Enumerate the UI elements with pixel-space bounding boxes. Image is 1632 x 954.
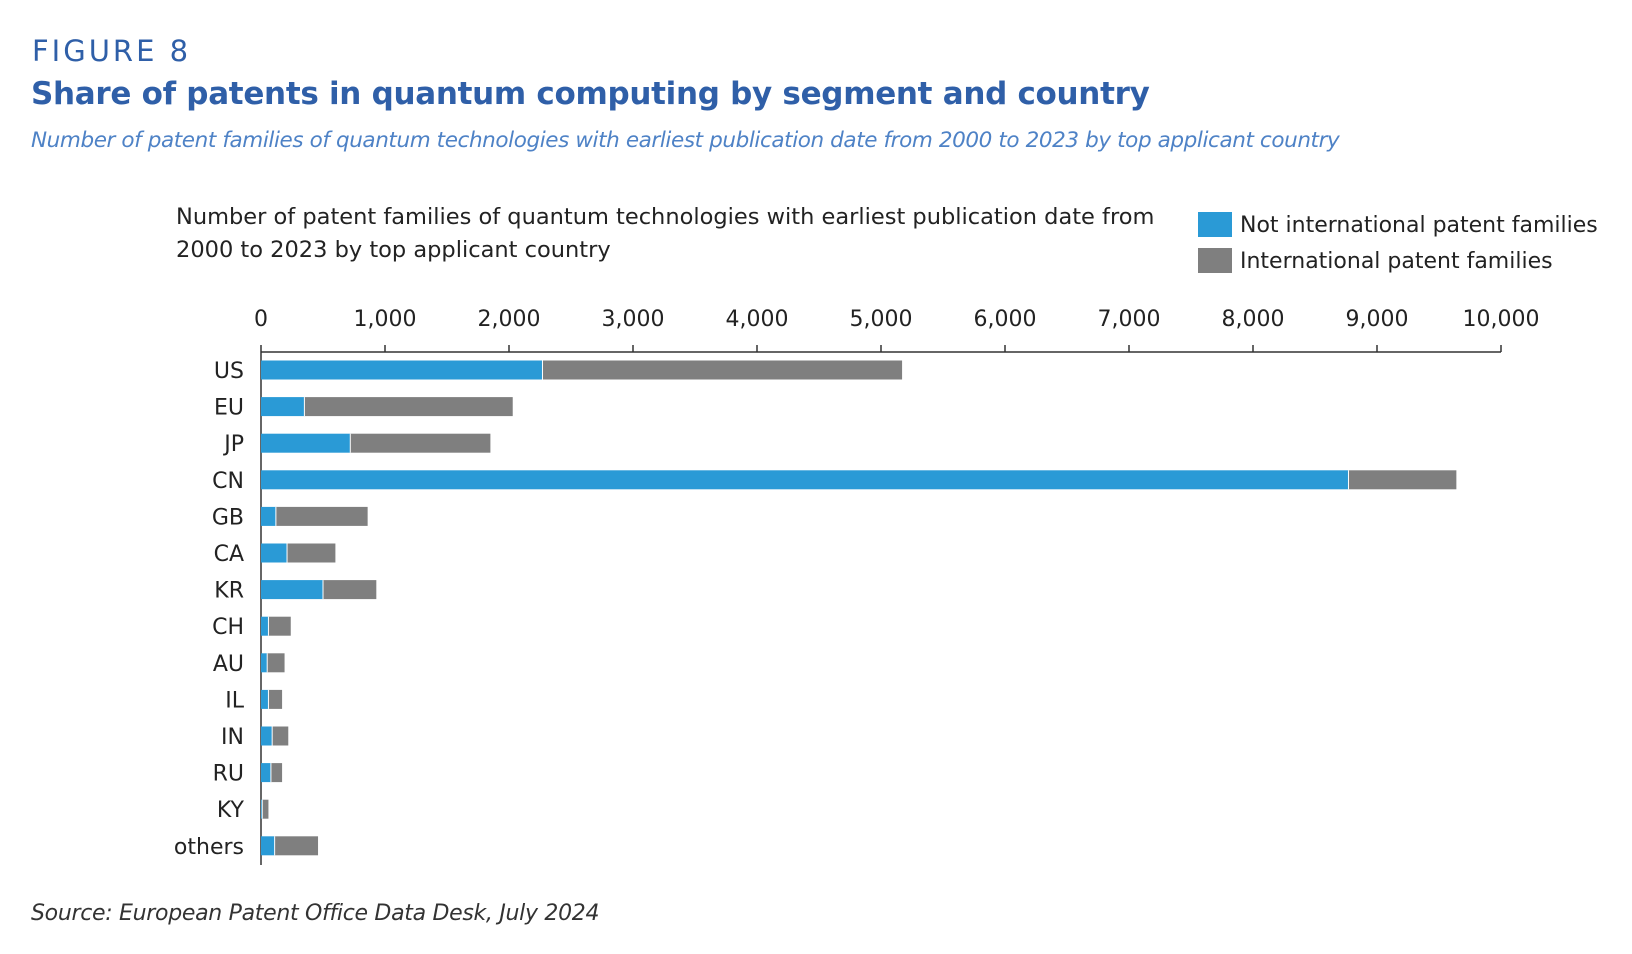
x-tick-label: 0 — [254, 307, 268, 332]
category-label-ky: KY — [217, 798, 245, 823]
legend-swatch-international — [1198, 248, 1232, 273]
bar-ca-not-international — [261, 543, 288, 563]
bar-ca-international — [287, 543, 336, 563]
x-tick-label: 4,000 — [726, 307, 789, 332]
bar-in-not-international — [261, 726, 273, 746]
bar-ch-international — [268, 616, 291, 636]
x-tick-label: 5,000 — [850, 307, 913, 332]
category-label-jp: JP — [222, 432, 244, 457]
bar-in-international — [272, 726, 289, 746]
bar-au-international — [267, 653, 285, 673]
bar-us-not-international — [261, 360, 543, 380]
category-label-ca: CA — [214, 542, 244, 567]
bar-eu-international — [304, 397, 513, 417]
x-tick-label: 7,000 — [1098, 307, 1161, 332]
x-tick-label: 8,000 — [1222, 307, 1285, 332]
legend-label-international: International patent families — [1240, 249, 1553, 274]
bar-ky-not-international — [261, 799, 263, 819]
chart-title-line: Number of patent families of quantum tec… — [176, 204, 1154, 230]
bar-il-international — [268, 689, 283, 709]
bar-ru-international — [270, 763, 283, 783]
bar-gb-not-international — [261, 506, 276, 526]
bar-gb-international — [275, 506, 368, 526]
bar-ch-not-international — [261, 616, 269, 636]
category-label-others: others — [174, 835, 244, 860]
x-tick-label: 2,000 — [478, 307, 541, 332]
category-label-ru: RU — [213, 762, 244, 787]
category-label-cn: CN — [212, 469, 244, 494]
category-label-ch: CH — [212, 615, 244, 640]
x-tick-label: 3,000 — [602, 307, 665, 332]
bar-il-not-international — [261, 689, 269, 709]
legend-label-not-international: Not international patent families — [1240, 213, 1598, 238]
category-label-us: US — [214, 359, 244, 384]
bar-others-not-international — [261, 836, 275, 856]
bar-au-not-international — [261, 653, 268, 673]
bar-kr-international — [323, 580, 377, 600]
legend-swatch-not-international — [1198, 212, 1232, 237]
x-tick-label: 9,000 — [1346, 307, 1409, 332]
bar-jp-international — [350, 433, 491, 453]
category-label-kr: KR — [214, 579, 244, 604]
x-tick-label: 6,000 — [974, 307, 1037, 332]
category-label-au: AU — [213, 652, 244, 677]
chart-title-line: 2000 to 2023 by top applicant country — [176, 237, 611, 263]
category-label-il: IL — [225, 688, 244, 713]
x-tick-label: 10,000 — [1463, 307, 1540, 332]
bar-us-international — [542, 360, 903, 380]
bar-cn-international — [1348, 470, 1457, 490]
bar-eu-not-international — [261, 397, 305, 417]
x-tick-label: 1,000 — [354, 307, 417, 332]
bar-ky-international — [262, 799, 269, 819]
bar-cn-not-international — [261, 470, 1349, 490]
category-label-in: IN — [221, 725, 244, 750]
figure-label: FIGURE 8 — [32, 34, 192, 68]
bar-jp-not-international — [261, 433, 351, 453]
figure-title: Share of patents in quantum computing by… — [31, 76, 1150, 112]
bar-kr-not-international — [261, 580, 323, 600]
figure-subtitle: Number of patent families of quantum tec… — [31, 128, 1340, 153]
category-label-eu: EU — [214, 396, 244, 421]
source-note: Source: European Patent Office Data Desk… — [31, 901, 600, 926]
bar-others-international — [274, 836, 319, 856]
category-label-gb: GB — [212, 505, 244, 530]
bar-ru-not-international — [261, 763, 271, 783]
